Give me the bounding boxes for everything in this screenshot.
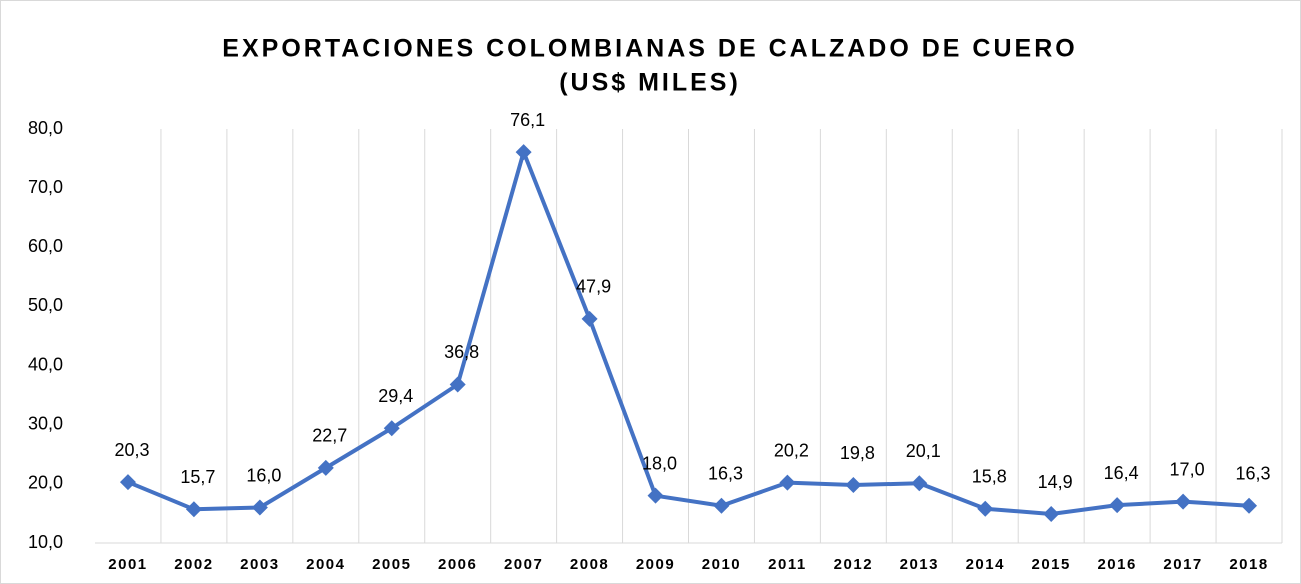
- data-marker: [977, 500, 994, 517]
- data-label: 15,8: [972, 466, 1007, 486]
- data-label: 20,2: [774, 440, 809, 460]
- data-marker: [845, 477, 862, 494]
- data-marker: [119, 474, 136, 491]
- data-label: 18,0: [642, 453, 677, 473]
- data-label: 22,7: [312, 426, 347, 446]
- data-marker: [1109, 497, 1126, 514]
- data-label: 20,1: [906, 441, 941, 461]
- data-line: [127, 150, 1250, 517]
- data-marker: [1241, 497, 1258, 514]
- x-tick-label: 2009: [636, 556, 675, 573]
- data-marker: [911, 475, 928, 492]
- data-label: 16,4: [1104, 463, 1139, 483]
- chart-title: EXPORTACIONES COLOMBIANAS DE CALZADO DE …: [222, 35, 1077, 63]
- x-tick-label: 2016: [1097, 556, 1136, 573]
- x-tick-label: 2005: [372, 556, 411, 573]
- data-label: 76,1: [510, 110, 545, 130]
- data-marker: [185, 501, 202, 518]
- x-tick-label: 2017: [1163, 556, 1202, 573]
- x-tick-label: 2018: [1229, 556, 1268, 573]
- x-tick-label: 2010: [702, 556, 741, 573]
- data-marker: [251, 499, 268, 516]
- y-tick-label: 50,0: [28, 295, 63, 315]
- data-marker: [779, 474, 796, 491]
- y-tick-label: 70,0: [28, 177, 63, 197]
- x-tick-label: 2008: [570, 556, 609, 573]
- x-tick-label: 2001: [108, 556, 147, 573]
- data-marker: [1175, 493, 1192, 510]
- data-marker: [449, 376, 466, 393]
- x-tick-label: 2014: [966, 556, 1005, 573]
- x-tick-label: 2006: [438, 556, 477, 573]
- data-label: 16,0: [246, 465, 281, 485]
- x-tick-label: 2004: [306, 556, 345, 573]
- data-label: 47,9: [576, 277, 611, 297]
- y-tick-label: 10,0: [28, 532, 63, 552]
- x-tick-label: 2003: [240, 556, 279, 573]
- data-label: 17,0: [1170, 459, 1205, 479]
- y-tick-label: 80,0: [28, 118, 63, 138]
- x-tick-label: 2013: [900, 556, 939, 573]
- data-marker: [647, 487, 664, 504]
- y-tick-label: 30,0: [28, 413, 63, 433]
- data-label: 36,8: [444, 342, 479, 362]
- data-marker: [383, 420, 400, 437]
- data-label: 19,8: [840, 443, 875, 463]
- x-tick-label: 2015: [1032, 556, 1071, 573]
- x-tick-label: 2012: [834, 556, 873, 573]
- x-tick-label: 2007: [504, 556, 543, 573]
- y-tick-label: 60,0: [28, 236, 63, 256]
- data-label: 20,3: [114, 440, 149, 460]
- data-marker: [581, 310, 598, 327]
- y-tick-label: 20,0: [28, 473, 63, 493]
- data-label: 14,9: [1038, 472, 1073, 492]
- data-label: 16,3: [708, 463, 743, 483]
- data-marker: [713, 497, 730, 514]
- data-label: 29,4: [378, 386, 413, 406]
- data-label: 15,7: [180, 467, 215, 487]
- data-marker: [1043, 506, 1060, 523]
- x-tick-label: 2011: [768, 556, 807, 573]
- data-marker: [515, 144, 532, 161]
- chart-title: (US$ MILES): [559, 69, 741, 97]
- y-tick-label: 40,0: [28, 354, 63, 374]
- data-label: 16,3: [1236, 463, 1271, 483]
- x-tick-label: 2002: [174, 556, 213, 573]
- data-marker: [317, 459, 334, 476]
